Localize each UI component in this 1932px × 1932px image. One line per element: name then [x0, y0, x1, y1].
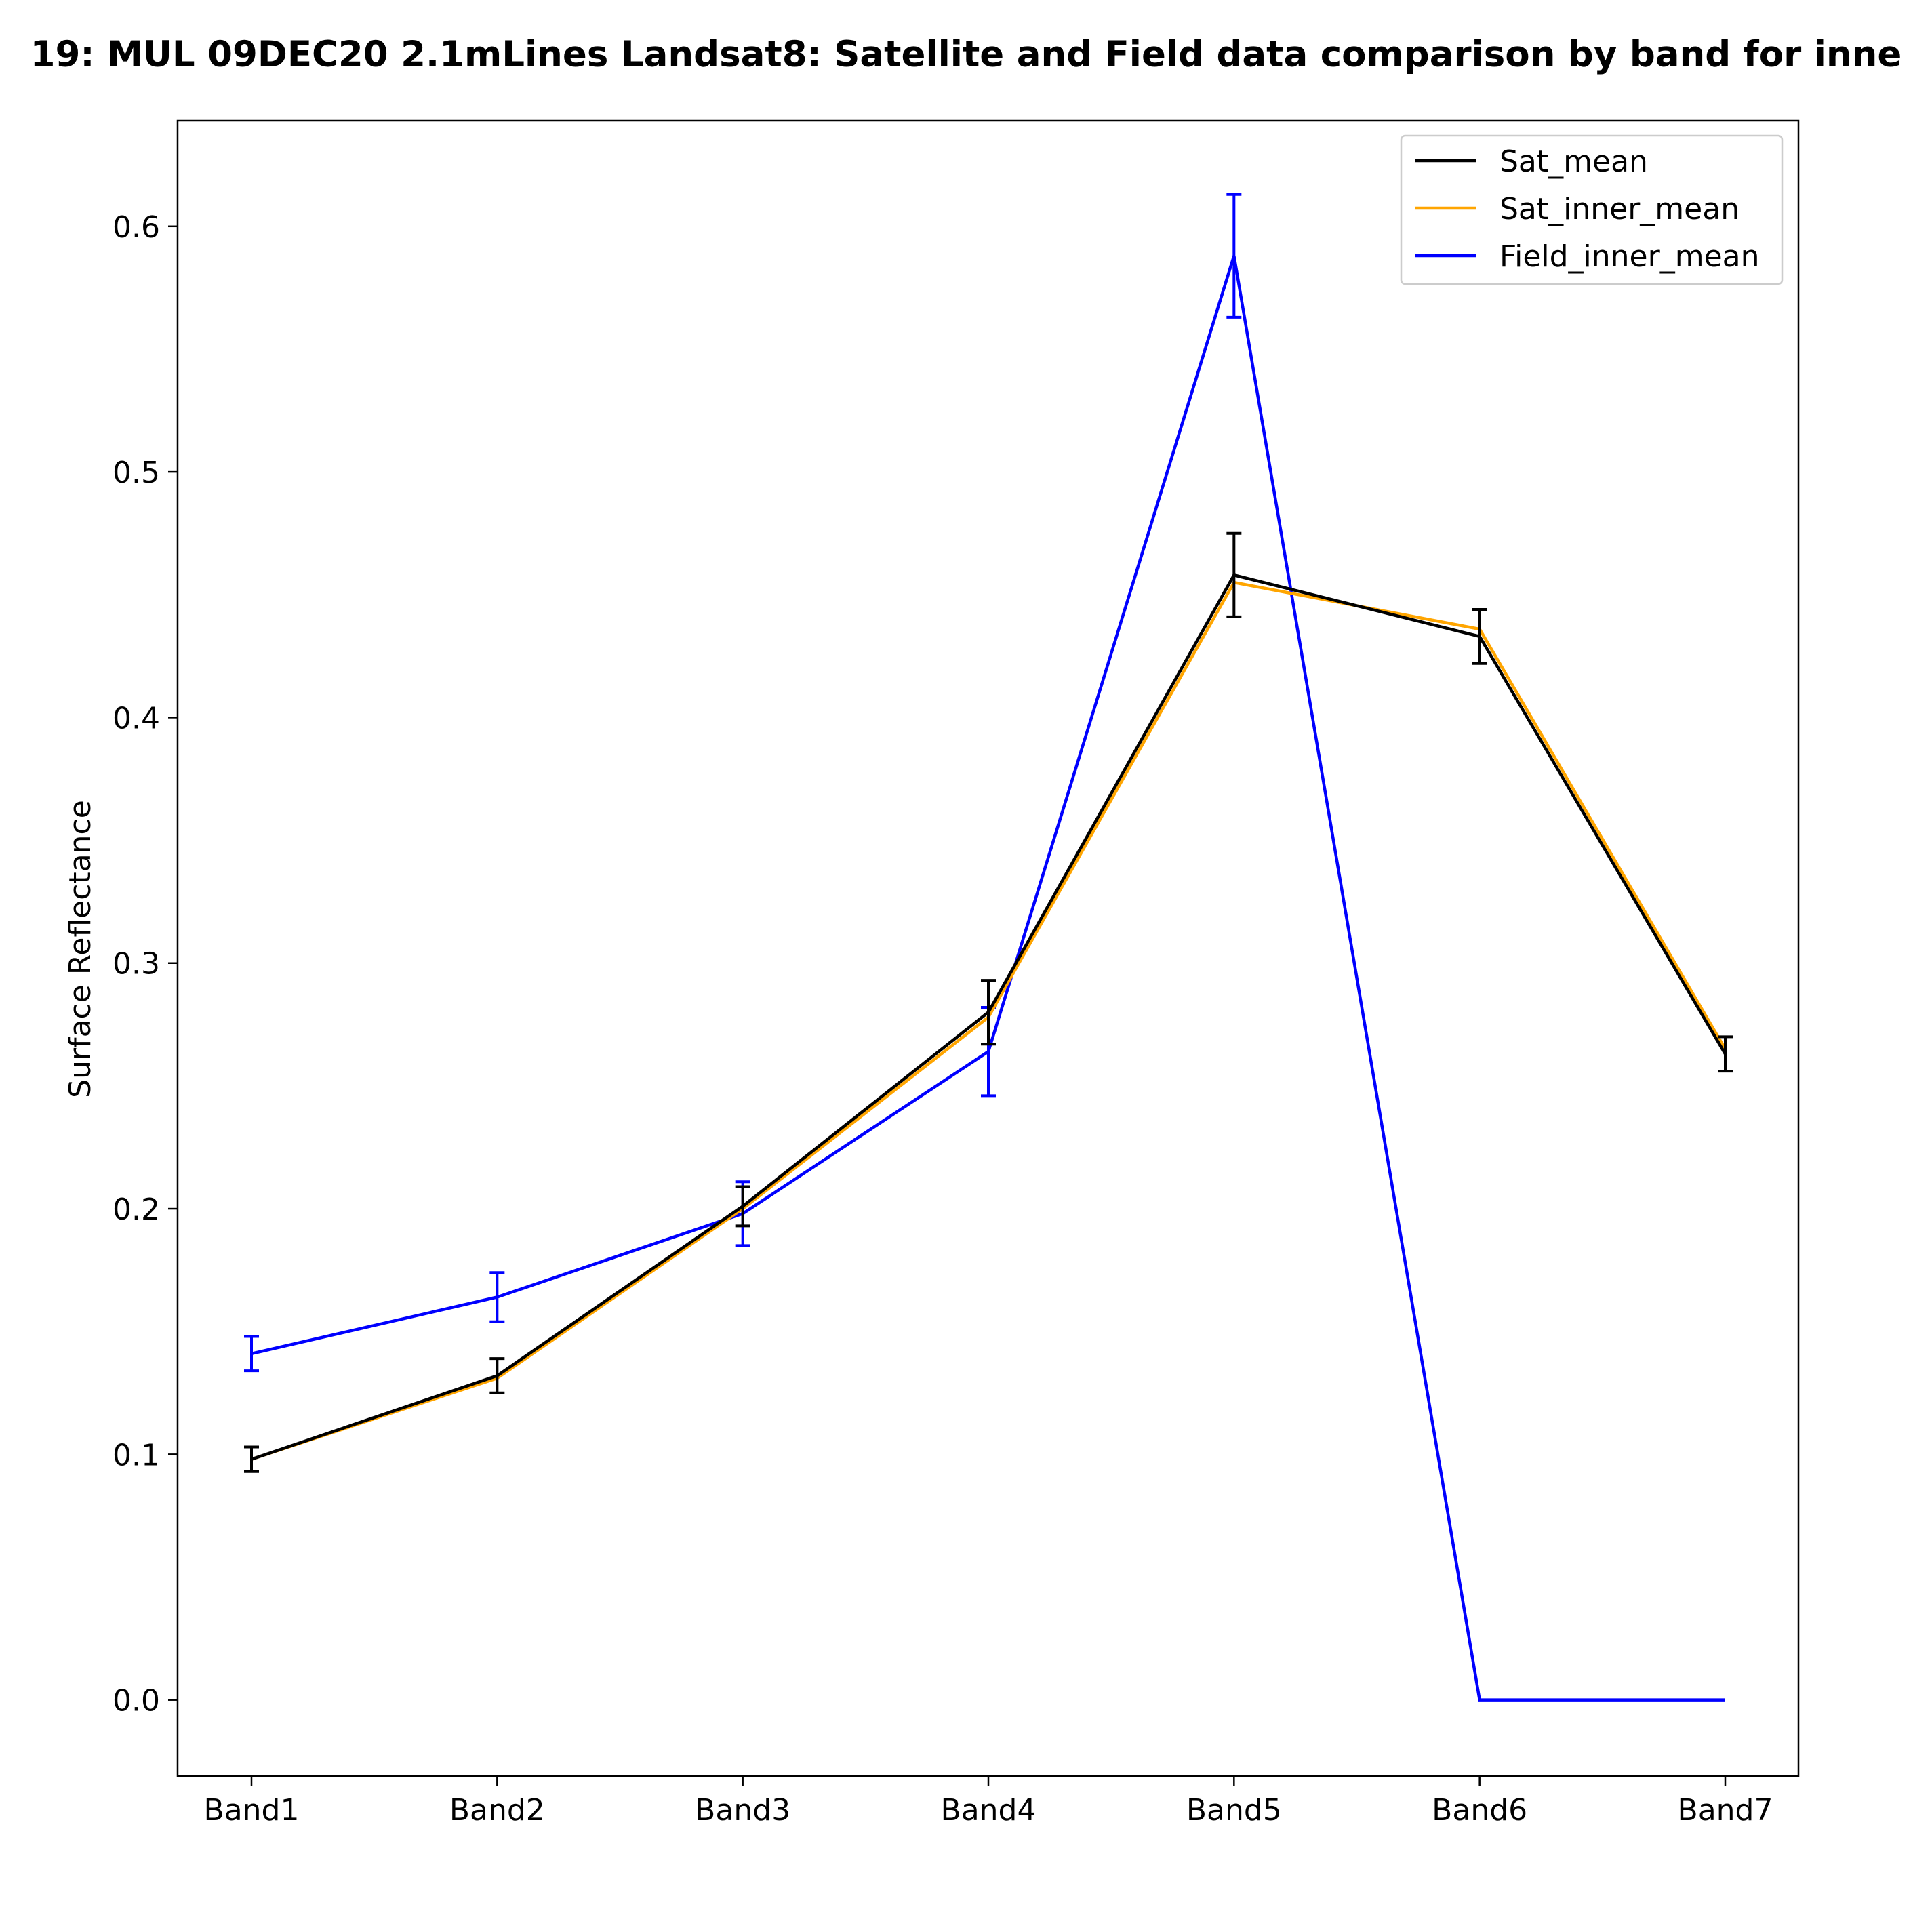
x-tick-label: Band6: [1432, 1793, 1527, 1828]
error-bar-Field_inner_mean: [244, 1335, 259, 1373]
x-tick-label: Band1: [204, 1793, 300, 1828]
chart-title: 19: MUL 09DEC20 2.1mLines Landsat8: Sate…: [31, 34, 1902, 75]
error-bar-Sat_mean: [1472, 608, 1487, 665]
y-tick-label: 0.6: [113, 210, 160, 245]
legend-label: Sat_inner_mean: [1500, 192, 1739, 226]
legend-box: [1400, 134, 1784, 285]
error-bar-Sat_mean: [489, 1357, 505, 1394]
error-bar-Sat_mean: [981, 979, 996, 1046]
y-axis-label: Surface Reflectance: [63, 800, 98, 1098]
x-tick-label: Band5: [1186, 1793, 1282, 1828]
x-tick-label: Band2: [449, 1793, 545, 1828]
legend: Sat_mean Sat_inner_mean Field_inner_mean: [1400, 134, 1784, 285]
y-tick-label: 0.3: [113, 947, 160, 982]
legend-label: Sat_mean: [1500, 144, 1648, 179]
plot-area: Band1 Band2 Band3 Band4 Band5 Band6 Band7 0.0 0.…: [113, 119, 1800, 1828]
y-tick-label: 0.5: [113, 456, 160, 490]
error-bar-Sat_mean: [1718, 1035, 1733, 1073]
error-bar-Sat_mean: [1226, 531, 1242, 618]
legend-label: Field_inner_mean: [1500, 239, 1760, 274]
error-bar-Sat_mean: [735, 1185, 750, 1228]
y-tick-label: 0.2: [113, 1192, 160, 1227]
error-bar-Sat_mean: [244, 1445, 259, 1473]
x-tick-label: Band7: [1678, 1793, 1773, 1828]
y-tick-label: 0.4: [113, 701, 160, 736]
x-tick-label: Band3: [695, 1793, 790, 1828]
series-line-Field_inner_mean: [251, 255, 1725, 1702]
x-tick-label: Band4: [941, 1793, 1037, 1828]
y-tick-label: 0.0: [113, 1684, 160, 1718]
plot-frame: [176, 119, 1800, 1777]
y-tick-label: 0.1: [113, 1438, 160, 1472]
error-bar-Field_inner_mean: [1226, 193, 1242, 319]
error-bar-Field_inner_mean: [489, 1271, 505, 1323]
